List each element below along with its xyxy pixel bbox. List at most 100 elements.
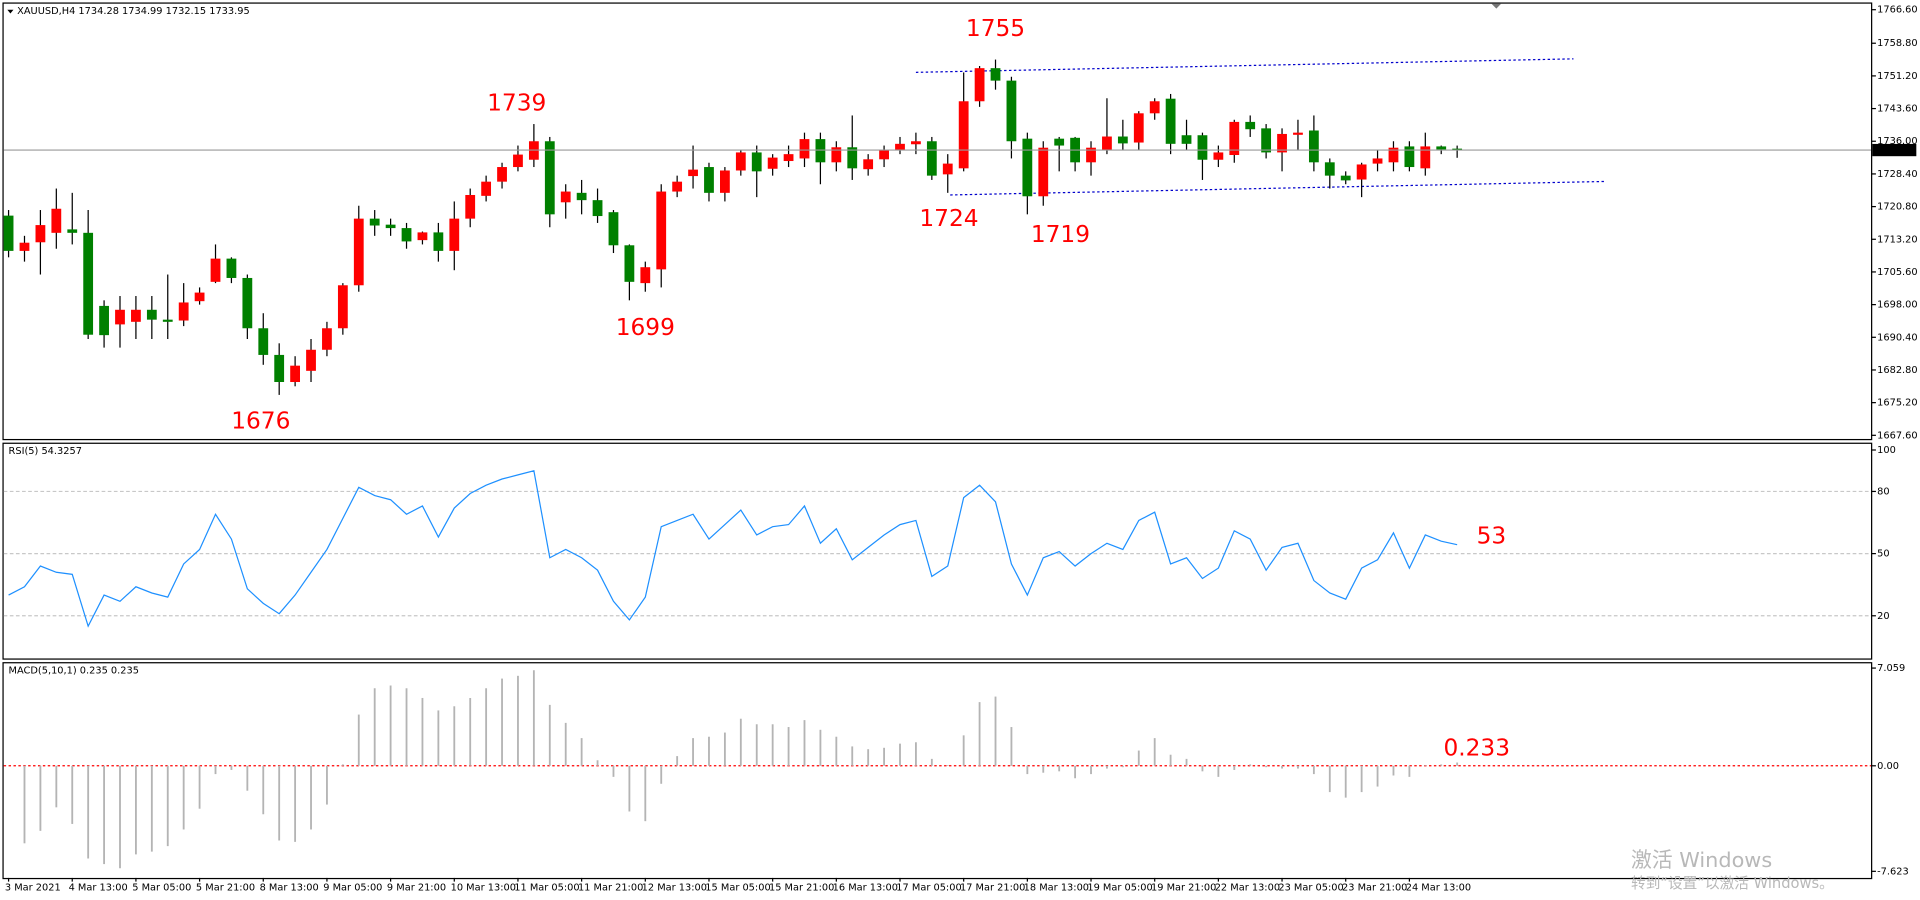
candle-body <box>1038 147 1049 197</box>
candle-body <box>688 169 698 177</box>
y-tick-label: 1728.40 <box>1877 169 1917 180</box>
candle-body <box>735 152 746 171</box>
y-tick-label: 1705.60 <box>1877 267 1917 278</box>
candle-body <box>1324 162 1335 176</box>
y-tick-label: 1713.20 <box>1877 234 1917 245</box>
y-tick-label: 0.00 <box>1877 761 1899 772</box>
candle-body <box>1340 175 1351 181</box>
candle-body <box>465 194 476 219</box>
candle-body <box>1388 147 1399 163</box>
candle-body <box>879 149 889 160</box>
watermark: 转到“设置”以激活 Windows。 <box>1631 875 1834 892</box>
candle-body <box>433 232 444 251</box>
candle-body <box>19 242 30 251</box>
annotation: 1699 <box>616 314 675 341</box>
candle-body <box>306 349 316 371</box>
annotation: 1724 <box>919 205 978 232</box>
price-panel <box>2 2 1873 441</box>
candle-body <box>178 302 189 321</box>
candle-body <box>576 192 587 201</box>
candle-body <box>258 328 269 355</box>
y-tick-label: 7.059 <box>1877 663 1905 674</box>
candle-body <box>210 258 221 282</box>
y-tick-label: 1743.60 <box>1877 104 1917 115</box>
candle-body <box>67 229 78 233</box>
annotation: 1739 <box>487 90 546 117</box>
candle-body <box>1452 148 1463 151</box>
candle-body <box>592 200 603 217</box>
candle-body <box>895 143 905 150</box>
x-tick-label: 9 Mar 05:00 <box>323 883 382 894</box>
candle-body <box>481 181 492 196</box>
y-tick-label: 1758.80 <box>1877 38 1917 49</box>
candle-body <box>783 154 794 162</box>
candle-body <box>1054 138 1065 146</box>
candle-body <box>35 225 46 243</box>
candle-body <box>942 163 953 175</box>
candle-body <box>751 152 762 172</box>
candle-body <box>1356 164 1367 180</box>
rsi-title: RSI(5) 54.3257 <box>9 446 82 457</box>
x-tick-label: 5 Mar 05:00 <box>132 883 191 894</box>
annotation: 0.233 <box>1443 735 1510 762</box>
x-tick-label: 4 Mar 13:00 <box>69 883 128 894</box>
x-tick-label: 3 Mar 2021 <box>5 883 61 894</box>
candle-body <box>926 141 937 176</box>
y-tick-label: 1736.00 <box>1877 136 1917 147</box>
candle-body <box>847 147 858 169</box>
annotation: 1719 <box>1031 221 1090 248</box>
y-tick-label: 1751.20 <box>1877 71 1917 82</box>
current-price-box <box>1872 143 1917 157</box>
x-tick-label: 12 Mar 13:00 <box>642 883 707 894</box>
candle-body <box>99 305 109 336</box>
candle-body <box>656 191 667 270</box>
current-price-label: 1733.95 <box>1875 145 1915 156</box>
candle-body <box>417 232 428 241</box>
candle-body <box>1133 113 1144 143</box>
candle-body <box>974 68 985 102</box>
candle-body <box>1102 136 1112 150</box>
x-tick-label: 23 Mar 05:00 <box>1278 883 1343 894</box>
candle-body <box>799 139 810 159</box>
candle-body <box>290 365 300 383</box>
candle-body <box>815 139 826 163</box>
channel-upper <box>915 58 1574 73</box>
y-tick-label: 1682.80 <box>1877 365 1917 376</box>
candle-body <box>1404 146 1415 168</box>
x-tick-label: 23 Mar 21:00 <box>1342 883 1407 894</box>
candle-body <box>1213 152 1224 160</box>
candle-body <box>640 267 651 284</box>
scroll-marker <box>1491 3 1502 9</box>
x-tick-label: 19 Mar 21:00 <box>1151 883 1216 894</box>
y-tick-label: 20 <box>1877 611 1889 622</box>
candle-body <box>1197 135 1208 160</box>
x-tick-label: 11 Mar 05:00 <box>514 883 579 894</box>
candle-body <box>385 224 396 229</box>
candle-body <box>1117 136 1128 144</box>
candle-body <box>544 141 555 215</box>
annotation: 1755 <box>966 15 1025 42</box>
candle-body <box>1245 121 1256 130</box>
candle-body <box>353 218 364 286</box>
candle-body <box>3 215 14 251</box>
y-tick-label: 1667.60 <box>1877 430 1917 441</box>
x-tick-label: 17 Mar 21:00 <box>960 883 1025 894</box>
candle-body <box>274 354 285 383</box>
candle-body <box>369 218 380 226</box>
candle-body <box>990 68 1001 81</box>
candle-body <box>1022 138 1033 197</box>
candle-body <box>1372 158 1383 164</box>
candle-body <box>497 167 507 182</box>
x-tick-label: 24 Mar 13:00 <box>1406 883 1471 894</box>
rsi-panel <box>2 442 1873 660</box>
y-tick-label: 1698.00 <box>1877 300 1917 311</box>
x-tick-label: 8 Mar 13:00 <box>260 883 319 894</box>
x-tick-label: 11 Mar 21:00 <box>578 883 643 894</box>
price-title: XAUUSD,H4 1734.28 1734.99 1732.15 1733.9… <box>17 6 250 17</box>
candle-body <box>242 277 253 329</box>
candle-body <box>83 232 94 335</box>
x-tick-label: 15 Mar 05:00 <box>705 883 770 894</box>
candle-body <box>704 167 714 193</box>
